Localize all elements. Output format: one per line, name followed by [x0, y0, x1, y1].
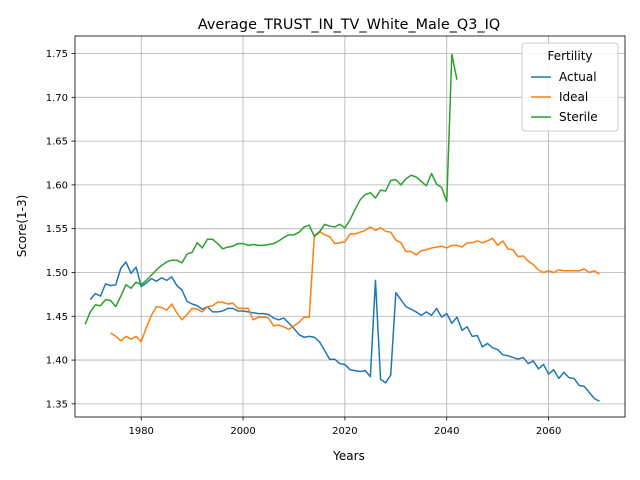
chart-title: Average_TRUST_IN_TV_White_Male_Q3_IQ	[198, 17, 500, 33]
plot-frame	[74, 35, 626, 418]
legend-label-actual: Actual	[559, 70, 597, 84]
x-tick-label: 2040	[434, 426, 459, 437]
series-line-ideal	[110, 226, 600, 343]
y-tick-label: 1.75	[46, 49, 68, 60]
x-tick-label: 2000	[230, 426, 255, 437]
series-line-sterile	[84, 53, 458, 325]
y-tick-label: 1.70	[46, 93, 68, 104]
y-tick-label: 1.50	[46, 268, 68, 279]
series-line-actual	[89, 261, 600, 402]
y-axis-label: Score(1-3)	[15, 195, 29, 258]
x-axis: 1980 2000 2020 2040 2060	[128, 417, 561, 437]
y-tick-label: 1.35	[46, 399, 68, 410]
x-tick-label: 2060	[536, 426, 561, 437]
legend-title: Fertility	[547, 49, 592, 63]
legend: Fertility Actual Ideal Sterile	[521, 42, 619, 132]
x-tick-label: 1980	[128, 426, 153, 437]
y-tick-label: 1.65	[46, 137, 68, 148]
legend-label-sterile: Sterile	[559, 110, 598, 124]
y-tick-label: 1.60	[46, 180, 68, 191]
y-tick-label: 1.40	[46, 356, 68, 367]
y-tick-label: 1.45	[46, 312, 68, 323]
y-tick-label: 1.55	[46, 224, 68, 235]
x-tick-label: 2020	[332, 426, 357, 437]
legend-label-ideal: Ideal	[559, 90, 588, 104]
y-axis: 1.35 1.40 1.45 1.50 1.55 1.60 1.65 1.70 1.75	[46, 49, 75, 410]
legend-box	[521, 42, 619, 132]
x-axis-label: Years	[332, 449, 365, 463]
series-lines	[84, 53, 600, 402]
